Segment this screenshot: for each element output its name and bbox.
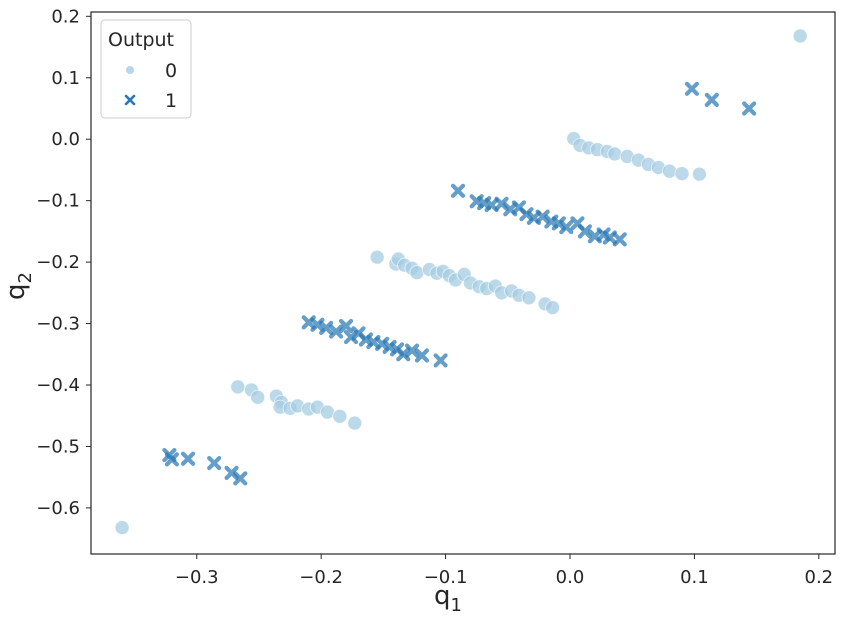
data-point-output-1: [742, 101, 757, 116]
y-tick-label: −0.4: [36, 375, 80, 396]
data-point-output-1: [328, 324, 344, 339]
y-axis-ticks: 0.2 0.1 0.0 −0.1 −0.2 −0.3 −0.4 −0.5 −0.6: [36, 6, 91, 519]
data-point-output-0: [545, 300, 560, 315]
data-point-output-1: [319, 320, 334, 335]
data-point-output-1: [612, 232, 627, 247]
legend: Output 0 1: [100, 19, 192, 119]
legend-label-1: 1: [165, 90, 177, 112]
x-tick-label: −0.3: [175, 567, 219, 588]
data-point-output-1: [684, 81, 700, 96]
legend-title: Output: [108, 29, 174, 51]
y-tick-label: −0.5: [36, 436, 80, 457]
x-axis-label-main: q: [434, 581, 451, 611]
x-tick-label: 0.0: [556, 567, 585, 588]
y-axis-label: q2: [1, 272, 36, 300]
data-point-output-1: [704, 92, 719, 107]
data-point-output-1: [577, 224, 593, 239]
legend-marker-0: [126, 66, 134, 74]
x-axis-ticks: −0.3 −0.2 −0.1 0.0 0.1 0.2: [175, 554, 833, 588]
data-point-output-1: [519, 207, 534, 222]
legend-label-0: 0: [165, 60, 177, 82]
data-point-output-0: [369, 249, 385, 265]
data-point-output-1: [404, 343, 420, 358]
data-point-output-0: [332, 408, 348, 424]
data-point-output-0: [662, 163, 677, 179]
data-point-output-1: [180, 451, 196, 466]
y-tick-label: −0.6: [36, 498, 80, 519]
data-point-output-0: [319, 404, 335, 420]
y-tick-label: 0.1: [51, 68, 80, 89]
x-axis-label: q1: [434, 581, 462, 616]
data-point-output-0: [230, 379, 246, 395]
data-point-output-0: [250, 389, 266, 405]
data-point-output-1: [224, 465, 239, 480]
data-point-output-0: [114, 520, 130, 535]
data-point-output-1: [551, 216, 566, 231]
data-point-output-1: [164, 452, 179, 467]
data-point-output-1: [414, 348, 430, 363]
data-point-output-1: [233, 471, 248, 486]
data-point-output-1: [559, 219, 574, 235]
points-layer: [114, 28, 808, 535]
y-tick-label: −0.1: [36, 191, 80, 212]
data-point-output-0: [409, 265, 425, 280]
data-point-output-1: [207, 455, 222, 471]
data-point-output-1: [494, 196, 509, 211]
x-tick-label: −0.2: [299, 567, 343, 588]
data-point-output-1: [450, 183, 466, 198]
data-point-output-0: [521, 290, 537, 306]
y-tick-label: 0.2: [51, 6, 80, 27]
data-point-output-0: [674, 166, 690, 182]
data-point-output-0: [607, 146, 623, 162]
x-axis-label-sub: 1: [451, 595, 462, 616]
y-axis-label-sub: 2: [15, 272, 36, 283]
x-tick-label: 0.1: [680, 567, 709, 588]
legend-marker-1: [124, 94, 136, 106]
data-point-output-1: [338, 318, 354, 334]
y-tick-label: −0.3: [36, 314, 80, 335]
data-point-output-0: [347, 415, 363, 431]
x-tick-label: −0.1: [424, 567, 468, 588]
legend-box: [100, 19, 192, 119]
data-point-output-1: [433, 353, 448, 368]
data-point-output-1: [535, 209, 550, 224]
data-point-output-0: [792, 28, 808, 44]
y-tick-label: 0.0: [51, 129, 80, 150]
data-point-output-1: [343, 329, 359, 345]
data-point-output-0: [691, 166, 707, 182]
x-tick-label: 0.2: [805, 567, 834, 588]
y-axis-label-main: q: [1, 283, 31, 300]
y-tick-label: −0.2: [36, 252, 80, 273]
plot-frame: [90, 11, 836, 555]
